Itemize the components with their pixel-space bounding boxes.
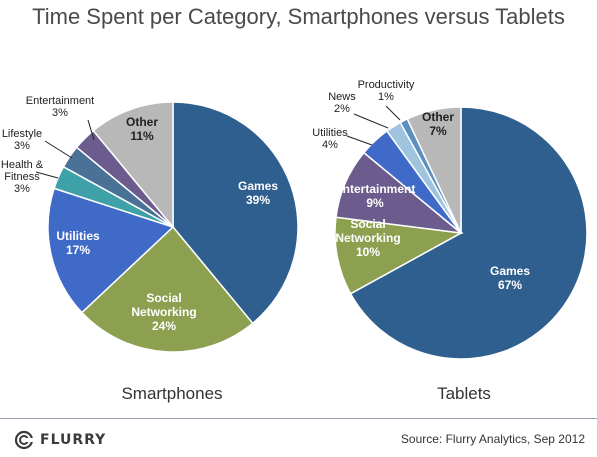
smartphones-value-lifestyle: 3% bbox=[14, 140, 30, 152]
tablets-caption: Tablets bbox=[437, 384, 491, 403]
smartphones-slice-games bbox=[172, 101, 299, 325]
smartphones-slice-other bbox=[92, 101, 174, 230]
tablets-value-social-networking: 10% bbox=[356, 245, 380, 259]
source-note: Source: Flurry Analytics, Sep 2012 bbox=[400, 432, 585, 446]
tablets-slice-social-networking bbox=[334, 216, 464, 295]
smartphones-label-lifestyle: Lifestyle 3% bbox=[2, 128, 42, 152]
tablets-slice-games bbox=[349, 106, 588, 360]
tablets-value-entertainment: 9% bbox=[366, 196, 384, 210]
tablets-leader-productivity bbox=[385, 105, 401, 121]
tablets-label-entertainment: Entertainment 9% bbox=[335, 182, 416, 210]
tablets-value-utilities: 4% bbox=[322, 139, 338, 151]
smartphones-value-health-and-fitness: 3% bbox=[14, 183, 30, 195]
tablets-label-productivity: Productivity 1% bbox=[358, 79, 415, 103]
tablets-leader-utilities bbox=[346, 135, 373, 146]
tablets-value-productivity: 1% bbox=[378, 91, 394, 103]
smartphones-label-utilities: Utilities 17% bbox=[56, 229, 100, 257]
flurry-logo-icon bbox=[14, 430, 34, 450]
smartphones-value-games: 39% bbox=[246, 193, 270, 207]
smartphones-label-other: Other 11% bbox=[126, 115, 158, 143]
smartphones-label-health-and-fitness: Health & Fitness 3% bbox=[1, 159, 44, 195]
tablets-label-utilities: Utilities 4% bbox=[312, 127, 348, 151]
smartphones-label-games: Games 39% bbox=[238, 179, 278, 207]
tablets-label-social-networking: Social Networking 10% bbox=[335, 217, 400, 259]
smartphones-value-social-networking: 24% bbox=[152, 319, 176, 333]
chart-title: Time Spent per Category, Smartphones ver… bbox=[32, 4, 565, 29]
smartphones-value-entertainment: 3% bbox=[52, 107, 68, 119]
footer-divider bbox=[0, 418, 597, 419]
smartphones-slice-social-networking bbox=[80, 225, 254, 353]
smartphones-leader-health-and-fitness bbox=[35, 171, 59, 179]
tablets-leader-news bbox=[353, 113, 389, 129]
brand-name: FLURRY bbox=[40, 432, 107, 448]
charts-canvas: Games 39% Social Networking 24% Utilities 17% H… bbox=[1, 79, 588, 360]
smartphones-pie: Games 39% Social Networking 24% Utilities 17% H… bbox=[1, 95, 299, 353]
tablets-slice-other bbox=[406, 106, 462, 234]
smartphones-label-entertainment: Entertainment 3% bbox=[26, 95, 94, 119]
tablets-label-news: News 2% bbox=[328, 91, 356, 115]
tablets-label-games: Games 67% bbox=[490, 264, 530, 292]
tablets-value-games: 67% bbox=[498, 278, 522, 292]
smartphones-slice-utilities bbox=[47, 187, 175, 314]
tablets-value-other: 7% bbox=[429, 124, 447, 138]
smartphones-label-social-networking: Social Networking 24% bbox=[131, 291, 196, 333]
tablets-pie: Games 67% Social Networking 10% Entertainment… bbox=[312, 79, 588, 360]
smartphones-leader-entertainment bbox=[87, 119, 95, 141]
smartphones-leader-lifestyle bbox=[44, 140, 73, 159]
tablets-label-other: Other 7% bbox=[422, 110, 454, 138]
smartphones-caption: Smartphones bbox=[121, 384, 223, 403]
tablets-value-news: 2% bbox=[334, 103, 350, 115]
smartphones-value-other: 11% bbox=[130, 129, 154, 143]
brand-logo: FLURRY bbox=[14, 430, 106, 450]
smartphones-value-utilities: 17% bbox=[66, 243, 90, 257]
